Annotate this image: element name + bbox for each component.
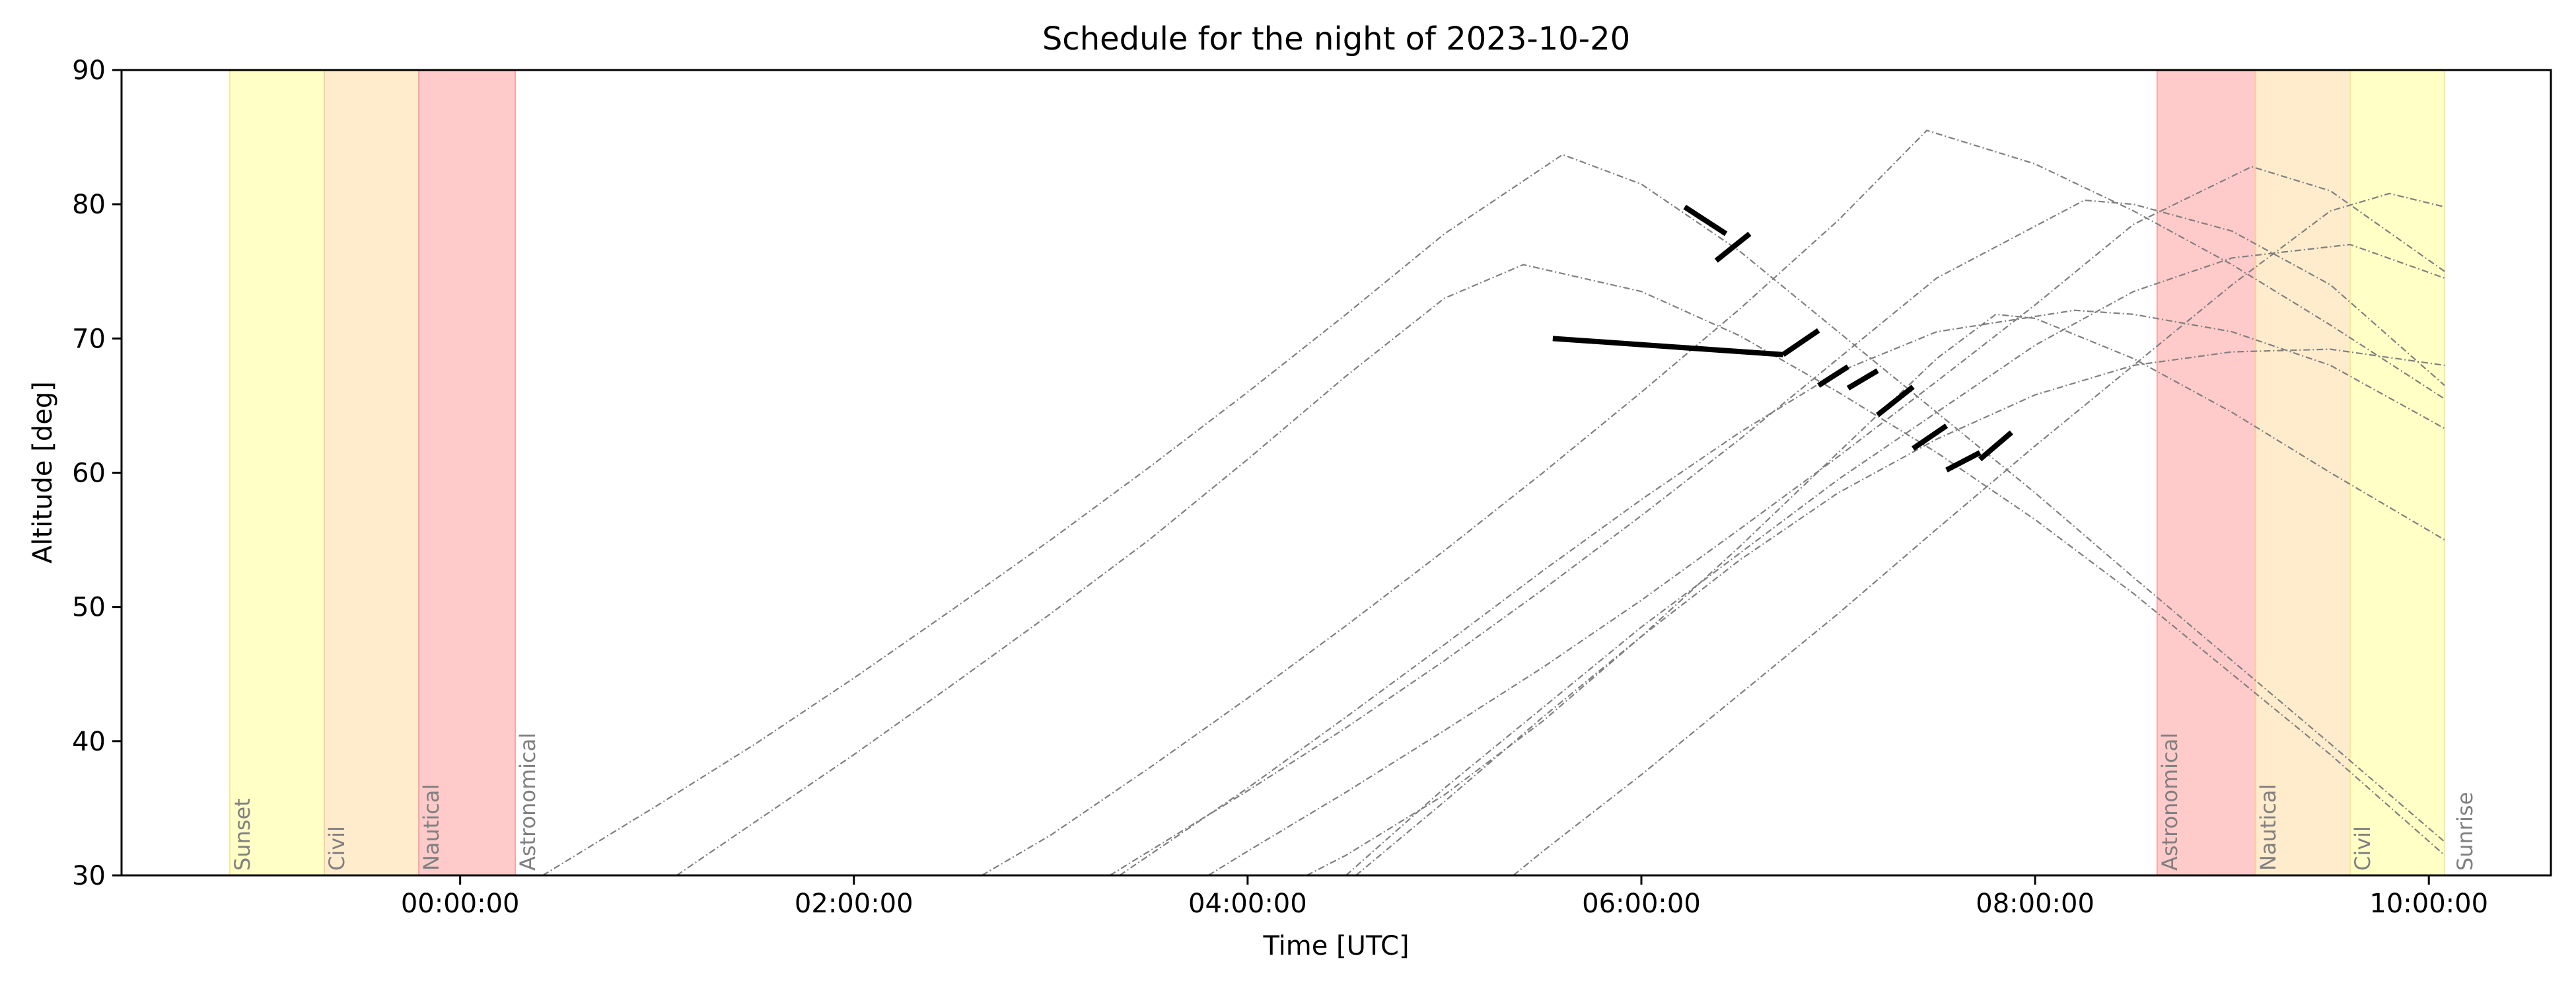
band-label-civil: Civil xyxy=(2350,826,2375,871)
observation-segment-6 xyxy=(1846,368,1879,390)
x-axis-ticks: 00:00:00 02:00:00 04:00:00 06:00:00 08:00:00… xyxy=(401,875,2488,919)
y-axis-ticks: 30 40 50 60 70 80 90 xyxy=(72,55,122,891)
y-tick-label: 70 xyxy=(72,324,106,354)
band-label-sunrise: Sunrise xyxy=(2452,792,2478,871)
altitude-curve-9 xyxy=(1345,243,2445,876)
x-tick-label: 08:00:00 xyxy=(1976,889,2094,919)
x-tick-label: 04:00:00 xyxy=(1188,889,1307,919)
observation-segment-9 xyxy=(1945,450,1982,472)
y-tick-label: 30 xyxy=(72,861,106,891)
y-tick-label: 90 xyxy=(72,55,106,86)
observation-segment-5 xyxy=(1817,364,1850,388)
scheduled-observations xyxy=(1552,204,2013,472)
altitude-curve-2 xyxy=(676,264,2445,876)
band-label-civil: Civil xyxy=(324,826,349,871)
altitude-curve-10 xyxy=(1513,192,2445,876)
band-label-nautical: Nautical xyxy=(2256,784,2281,871)
altitude-curve-3 xyxy=(981,129,2445,876)
altitude-curve-4 xyxy=(1109,199,2445,876)
altitude-curve-6 xyxy=(1119,309,2445,876)
twilight-band-labels: Sunset Civil Nautical Astronomical Astronomi… xyxy=(230,733,2478,871)
altitude-curve-5 xyxy=(1207,166,2445,876)
observation-segment-2 xyxy=(1714,231,1752,263)
twilight-band-civil xyxy=(324,70,419,875)
y-tick-label: 80 xyxy=(72,190,106,220)
observation-segment-8 xyxy=(1912,423,1949,451)
y-tick-label: 60 xyxy=(72,459,106,489)
twilight-band-civil xyxy=(2349,70,2445,875)
observation-segment-3 xyxy=(1552,336,1783,357)
y-tick-label: 40 xyxy=(72,727,106,757)
y-tick-label: 50 xyxy=(72,593,106,623)
twilight-band-sunset xyxy=(229,70,324,875)
twilight-band-nautical xyxy=(2255,70,2350,875)
x-tick-label: 00:00:00 xyxy=(401,889,520,919)
observation-segment-4 xyxy=(1781,328,1820,357)
observation-segment-10 xyxy=(1978,430,2013,462)
band-label-astronomical: Astronomical xyxy=(2157,733,2182,871)
band-label-sunset: Sunset xyxy=(230,798,255,871)
observation-segment-1 xyxy=(1683,204,1728,237)
x-tick-label: 06:00:00 xyxy=(1582,889,1701,919)
band-label-astronomical: Astronomical xyxy=(515,733,540,871)
y-axis-label: Altitude [deg] xyxy=(28,381,58,564)
x-tick-label: 10:00:00 xyxy=(2369,889,2488,919)
twilight-bands xyxy=(229,70,2446,875)
band-label-nautical: Nautical xyxy=(419,784,444,871)
x-tick-label: 02:00:00 xyxy=(795,889,913,919)
chart-title: Schedule for the night of 2023-10-20 xyxy=(1042,20,1630,57)
x-axis-label: Time [UTC] xyxy=(1262,931,1409,961)
twilight-band-nautical xyxy=(419,70,516,875)
observation-segment-7 xyxy=(1876,385,1915,418)
altitude-curve-1 xyxy=(542,153,2445,876)
